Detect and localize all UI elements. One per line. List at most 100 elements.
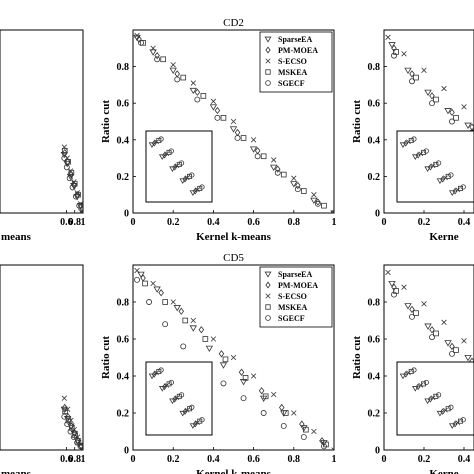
- data-point-sparseea: [229, 126, 238, 133]
- data-point-pm-moea: [295, 181, 301, 190]
- data-point-sparseea: [169, 67, 177, 75]
- data-point-mskea: [433, 330, 439, 337]
- inset-point-s-ecso: [430, 163, 436, 169]
- inset-point-sgecf: [199, 417, 205, 423]
- data-point-sparseea: [290, 181, 298, 188]
- x-tick-label: 1: [332, 454, 337, 465]
- y-tick-label: 0: [124, 209, 129, 220]
- data-point-s-ecso: [134, 32, 140, 39]
- data-point-sgecf: [220, 380, 227, 387]
- data-points: [60, 395, 83, 450]
- inset-point-mskea: [445, 406, 451, 412]
- chart-title: CD2: [223, 17, 244, 29]
- data-point-sgecf: [67, 428, 74, 435]
- data-point-pm-moea: [158, 289, 164, 297]
- y-tick-label: 0.6: [117, 335, 130, 346]
- x-tick-label: 0.2: [418, 454, 431, 465]
- x-tick-label: 0.4: [458, 217, 471, 228]
- data-point-sparseea: [173, 305, 181, 312]
- data-point-s-ecso: [250, 373, 257, 379]
- data-point-s-ecso: [170, 299, 176, 305]
- inset-point-sparseea: [448, 423, 456, 429]
- x-tick-label: 0.2: [167, 217, 180, 228]
- inset-point-s-ecso: [430, 395, 436, 401]
- y-tick-label: 0.8: [368, 62, 381, 73]
- axes-frame: [0, 29, 84, 214]
- inset-point-sgecf: [168, 148, 174, 154]
- data-point-s-ecso: [401, 51, 407, 57]
- inset-point-sgecf: [178, 160, 185, 166]
- data-point-sgecf: [449, 118, 455, 125]
- data-point-sgecf: [391, 291, 397, 298]
- data-point-sparseea: [219, 362, 228, 369]
- data-point-mskea: [65, 158, 71, 165]
- inset-point-sparseea: [412, 154, 419, 161]
- inset-point-sgecf: [178, 392, 185, 398]
- y-tick-label: 0.4: [117, 372, 130, 383]
- inset-point-sgecf: [423, 148, 429, 154]
- data-point-mskea: [72, 432, 78, 438]
- inset-point-pm-moea: [440, 175, 446, 183]
- axes-frame: [132, 264, 335, 451]
- data-point-sparseea: [424, 89, 432, 97]
- data-point-sparseea: [137, 271, 145, 279]
- data-point-s-ecso: [441, 319, 447, 326]
- data-point-sgecf: [63, 164, 70, 171]
- data-point-mskea: [433, 96, 439, 103]
- legend-marker-mskea: [265, 69, 271, 75]
- inset-point-sparseea: [399, 142, 407, 149]
- data-point-sparseea: [270, 164, 278, 172]
- inset-point-pm-moea: [427, 163, 433, 171]
- x-tick-label: 0: [382, 217, 387, 228]
- chart-title: CD5: [223, 252, 244, 264]
- axes-frame: [383, 29, 474, 214]
- data-point-pm-moea: [254, 147, 261, 155]
- x-tick-label: 0.8: [288, 454, 301, 465]
- data-point-mskea: [180, 74, 187, 81]
- legend-box: [259, 31, 333, 93]
- data-point-pm-moea: [449, 108, 455, 117]
- x-tick-label: 0.8: [288, 217, 301, 228]
- data-point-mskea: [280, 171, 287, 178]
- legend-marker-sparseea: [264, 36, 272, 43]
- y-tick-label: 0: [124, 446, 129, 457]
- legend-marker-pm-moea: [265, 46, 271, 54]
- inset-point-sgecf: [411, 367, 417, 373]
- data-point-sgecf: [429, 334, 435, 341]
- legend-marker-sgecf: [265, 80, 271, 86]
- data-point-s-ecso: [311, 428, 317, 435]
- inset-point-pm-moea: [415, 151, 421, 159]
- inset-point-sgecf: [435, 160, 442, 166]
- inset-point-s-ecso: [455, 187, 461, 193]
- data-point-sparseea: [60, 151, 69, 159]
- x-axis-label: means: [1, 468, 32, 474]
- inset-point-s-ecso: [418, 151, 424, 157]
- inset-point-sparseea: [436, 410, 444, 417]
- data-point-pm-moea: [449, 342, 455, 351]
- data-point-sgecf: [61, 155, 68, 162]
- data-point-s-ecso: [461, 104, 467, 110]
- y-axis-label: Ratio cut: [351, 336, 363, 379]
- data-point-sparseea: [444, 340, 452, 347]
- legend-box: [259, 266, 333, 328]
- data-point-sgecf: [66, 175, 73, 182]
- chart-panel-4: 0.60.8 1 means: [0, 264, 86, 474]
- data-point-s-ecso: [190, 80, 196, 86]
- data-point-sgecf: [214, 114, 221, 121]
- data-point-pm-moea: [194, 88, 201, 96]
- data-point-s-ecso: [230, 354, 237, 361]
- y-tick-label: 0: [375, 446, 380, 457]
- inset-point-sgecf: [189, 172, 195, 178]
- inset-point-mskea: [433, 393, 439, 399]
- inset-point-s-ecso: [418, 382, 424, 388]
- y-axis-label: Ratio cut: [351, 100, 363, 143]
- data-point-s-ecso: [250, 137, 257, 143]
- inset-point-sgecf: [189, 404, 195, 410]
- data-point-sparseea: [464, 122, 472, 129]
- data-point-sgecf: [80, 447, 83, 450]
- data-point-sparseea: [209, 104, 218, 111]
- data-point-sparseea: [249, 146, 258, 153]
- chart-panel-6: 0 0.2 0.4 0 0.2 0.4 0.6 0.8 Kerne Ratio cut: [351, 264, 474, 474]
- inset-point-sgecf: [411, 136, 417, 142]
